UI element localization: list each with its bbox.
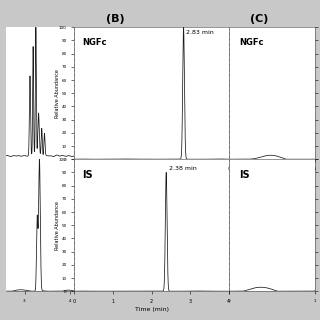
X-axis label: Time (min): Time (min) [134,307,169,312]
Text: NGFc: NGFc [239,38,264,47]
Text: (C): (C) [250,14,268,24]
Y-axis label: Relative Abundance: Relative Abundance [55,69,60,118]
Text: IS: IS [82,170,93,180]
Text: (B): (B) [106,14,124,24]
Text: 2.38 min: 2.38 min [169,166,196,171]
Y-axis label: Relative Abundance: Relative Abundance [55,201,60,250]
Text: 2.83 min: 2.83 min [186,30,214,35]
Text: NGFc: NGFc [82,38,107,47]
Text: IS: IS [239,170,250,180]
